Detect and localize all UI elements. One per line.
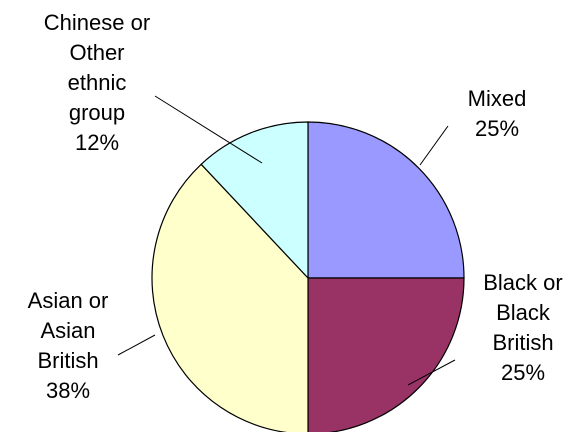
leader-line-1 — [407, 359, 456, 386]
slice-label-3: Chinese or Other ethnic group 12% — [44, 10, 150, 155]
pie-slice-0 — [307, 121, 465, 279]
leader-line-0 — [419, 125, 449, 166]
leader-line-3 — [154, 95, 263, 164]
slice-label-line-3-1: Other — [69, 40, 124, 65]
slice-label-line-2-0: Asian or — [28, 288, 109, 313]
slice-label-line-1-1: Black — [496, 300, 551, 325]
slice-label-line-1-2: British — [492, 330, 553, 355]
slice-label-line-0-0: Mixed — [468, 86, 527, 111]
slice-label-line-3-0: Chinese or — [44, 10, 150, 35]
slice-label-2: Asian or Asian British 38% — [28, 288, 109, 403]
slice-label-line-2-2: British — [37, 348, 98, 373]
slice-percent-3: 12% — [75, 130, 119, 155]
slice-percent-0: 25% — [475, 116, 519, 141]
slice-label-0: Mixed 25% — [468, 86, 527, 141]
slice-percent-2: 38% — [46, 378, 90, 403]
pie-slice-1 — [307, 277, 465, 432]
slice-label-line-3-3: group — [69, 100, 125, 125]
slice-label-line-2-1: Asian — [40, 318, 95, 343]
slice-percent-1: 25% — [501, 360, 545, 385]
slice-label-line-3-2: ethnic — [68, 70, 127, 95]
pie-slice-3 — [200, 121, 309, 280]
slice-label-1: Black or Black British 25% — [483, 270, 562, 385]
pie-slice-2 — [151, 163, 309, 432]
slice-label-line-1-0: Black or — [483, 270, 562, 295]
leader-line-2 — [117, 334, 156, 356]
